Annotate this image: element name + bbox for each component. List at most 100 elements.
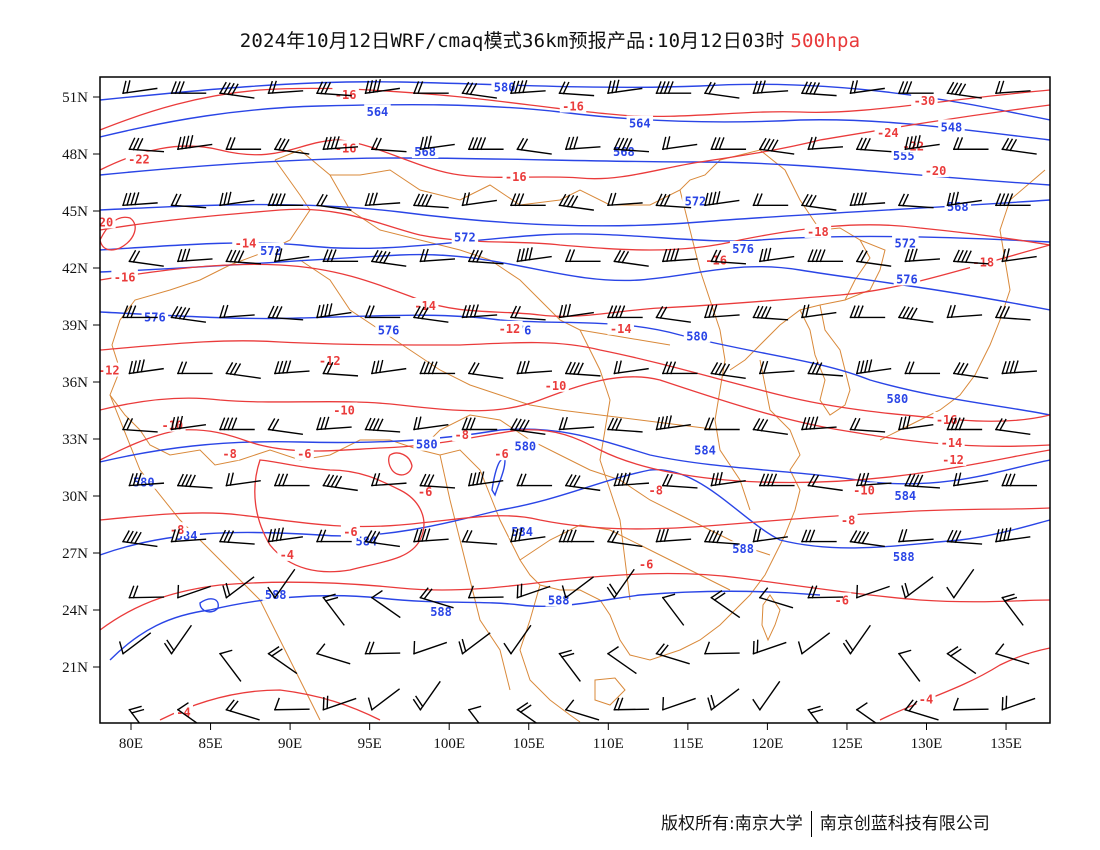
wind-barb-feather [267,646,280,655]
wind-barb [1001,360,1037,375]
wind-barb-feather [770,473,778,487]
wind-barb-shaft [516,370,553,375]
wind-barb-feather [176,361,184,375]
temperature-contour-label: -20 [92,215,114,229]
wind-barb-feather [316,81,324,95]
temperature-contour-label-bg [559,98,587,113]
temperature-contour-label: -6 [343,525,357,539]
wind-barb-feather [184,474,192,488]
wind-barb-feather [277,473,285,487]
wind-barb-feather [813,82,821,95]
wind-barb-feather [522,80,528,94]
copyright-footer: 版权所有:南京大学 南京创蓝科技有限公司 [661,809,990,837]
wind-barb-feather [378,359,384,374]
wind-barb-shaft [1001,255,1037,263]
wind-barb-feather [762,360,769,375]
wind-barb-feather [227,530,235,544]
wind-barb-feather [219,305,225,319]
y-axis: 51N 48N 45N 42N 39N 36N 33N 30N 27N 24N 21N [62,90,100,676]
wind-barb-feather [132,585,139,599]
wind-barb [316,193,352,211]
wind-barb-feather [471,472,477,486]
wind-barb-shaft [122,540,158,548]
temperature-contour-label: -8 [648,483,662,497]
wind-barb [655,81,692,95]
y-tick-label: 30N [62,489,88,505]
temperature-contour-label: -22 [128,153,150,167]
wind-barb [995,527,1031,543]
wind-barb-shaft [710,260,747,265]
temperature-contour-label-bg [838,512,858,527]
wind-barb-feather [510,418,518,431]
wind-barb-feather [419,249,425,263]
wind-barb-feather [130,531,138,544]
china-outer-boundary [274,149,871,371]
wind-barb-feather [281,473,289,487]
wind-barb-shaft [995,90,1031,94]
wind-barb-shaft [267,90,304,94]
wind-barb [606,568,635,599]
wind-barb-feather [375,360,380,374]
temperature-contour-label: -16 [562,100,584,114]
wind-barb-feather [714,249,722,263]
wind-barb-feather [122,192,128,207]
wind-barb [122,80,158,95]
wind-barb-shaft [710,480,746,487]
temperature-contour-line [100,572,1050,631]
wind-barb-feather [372,418,380,431]
wind-barb-feather [364,530,373,543]
wind-barb-feather [510,305,518,319]
wind-barb-feather [419,361,426,375]
wind-barb [995,305,1031,321]
wind-barb-feather [617,360,622,374]
wind-barb-shaft [752,641,787,655]
wind-barb-feather [420,307,429,320]
wind-barb [510,418,546,436]
wind-barb-feather [801,417,807,431]
wind-barb-feather [855,137,863,151]
wind-barb-shaft [662,484,698,489]
wind-barb-feather [762,473,770,487]
wind-barb-shaft [565,484,601,492]
wind-barb-feather [665,136,671,150]
wind-barb-feather [946,586,955,599]
wind-barb-feather [427,135,432,149]
wind-barb-feather [479,137,487,151]
wind-barb-shaft [946,92,982,99]
wind-barb-feather [174,416,180,430]
wind-barb [801,193,837,211]
wind-barb-feather [655,416,661,431]
wind-barb-feather [760,80,766,94]
wind-barb [1001,695,1036,711]
wind-barb-shaft [995,428,1031,436]
wind-barb [516,702,538,723]
wind-barb [807,249,844,263]
height-contour-label-bg [890,548,917,563]
wind-barb [607,530,643,548]
x-tick-label: 125E [831,736,863,752]
wind-barb-feather [857,305,864,319]
wind-barb-feather [807,474,816,487]
wind-barb-feather [663,194,671,207]
wind-barb-feather [170,416,176,431]
wind-barb [801,416,837,431]
wind-barb-feather [188,474,196,488]
temperature-contour-label: -4 [280,548,294,562]
wind-barb-feather [412,698,422,711]
wind-barb [613,137,650,153]
wind-barb-feather [801,304,806,319]
temperature-contour-label: -14 [941,436,963,450]
wind-barb-feather [898,193,906,207]
wind-barb-feather [714,362,723,375]
wind-barb-feather [905,307,914,320]
temperature-contour-label: -10 [853,483,875,497]
temperature-contour-label: -30 [914,94,936,108]
wind-barb-feather [417,416,422,430]
wind-barb [849,305,886,319]
wind-barb [558,416,595,431]
wind-barb-feather [669,248,676,262]
wind-barb [316,416,352,431]
wind-barb-feather [1007,527,1012,541]
wind-barb [995,193,1031,207]
wind-barb [413,640,448,655]
